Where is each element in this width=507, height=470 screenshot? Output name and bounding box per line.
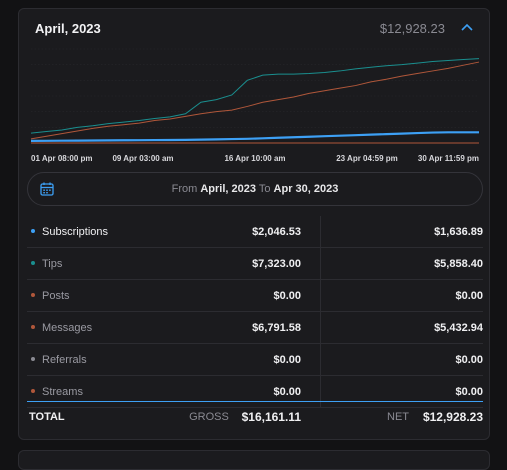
period-title: April, 2023	[35, 21, 101, 36]
row-gross: $6,791.58	[252, 322, 301, 334]
streams-dot-icon	[31, 389, 35, 393]
row-label: Subscriptions	[42, 226, 109, 238]
earnings-card: April, 2023 $12,928.23 01 Apr 08:00 pm 09…	[18, 8, 490, 440]
series-line-messages	[30, 61, 480, 140]
row-posts[interactable]: Posts $0.00 $0.00	[27, 280, 483, 312]
next-card-edge	[18, 450, 490, 470]
from-value: April, 2023	[200, 183, 256, 195]
row-gross: $0.00	[273, 386, 301, 398]
net-total: $12,928.23	[422, 410, 483, 424]
total-label: TOTAL	[29, 411, 65, 423]
net-total-header: $12,928.23	[379, 21, 445, 36]
row-net: $0.00	[455, 290, 483, 302]
row-gross: $7,323.00	[252, 258, 301, 270]
x-tick-label: 30 Apr 11:59 pm	[418, 154, 479, 163]
row-label: Posts	[42, 290, 70, 302]
divider	[320, 216, 321, 248]
to-label: To	[258, 183, 271, 195]
row-net: $5,858.40	[434, 258, 483, 270]
row-net: $1,636.89	[434, 226, 483, 238]
row-net: $0.00	[455, 354, 483, 366]
date-range-text: From April, 2023 To Apr 30, 2023	[28, 183, 482, 195]
series-line-subscriptions	[30, 131, 479, 143]
row-net: $5,432.94	[434, 322, 483, 334]
row-label: Referrals	[42, 354, 87, 366]
messages-dot-icon	[31, 325, 35, 329]
total-row: TOTAL GROSS $16,161.11 NET $12,928.23	[27, 409, 483, 427]
series-line-tips	[30, 58, 480, 134]
net-label: NET	[387, 411, 409, 423]
row-gross: $0.00	[273, 354, 301, 366]
row-streams[interactable]: Streams $0.00 $0.00	[27, 376, 483, 408]
row-label: Streams	[42, 386, 83, 398]
referrals-dot-icon	[31, 357, 35, 361]
posts-dot-icon	[31, 293, 35, 297]
chevron-up-icon[interactable]	[459, 20, 475, 36]
total-divider	[27, 401, 483, 402]
tips-dot-icon	[31, 261, 35, 265]
x-tick-label: 23 Apr 04:59 pm	[336, 154, 398, 163]
x-tick-label: 09 Apr 03:00 am	[112, 154, 173, 163]
divider	[320, 248, 321, 280]
row-gross: $2,046.53	[252, 226, 301, 238]
from-label: From	[171, 183, 198, 195]
row-tips[interactable]: Tips $7,323.00 $5,858.40	[27, 248, 483, 280]
earnings-line-chart: 01 Apr 08:00 pm 09 Apr 03:00 am 16 Apr 10:…	[30, 48, 480, 163]
divider	[320, 312, 321, 344]
row-referrals[interactable]: Referrals $0.00 $0.00	[27, 344, 483, 376]
calendar-icon	[40, 182, 54, 196]
row-label: Messages	[42, 322, 93, 334]
divider	[320, 376, 321, 408]
row-net: $0.00	[455, 386, 483, 398]
row-subscriptions[interactable]: Subscriptions $2,046.53 $1,636.89	[27, 216, 483, 248]
row-gross: $0.00	[273, 290, 301, 302]
subscriptions-dot-icon	[31, 229, 35, 233]
gross-total: $16,161.11	[241, 410, 301, 424]
divider	[320, 280, 321, 312]
gross-label: GROSS	[189, 411, 229, 423]
x-tick-label: 16 Apr 10:00 am	[224, 154, 285, 163]
row-label: Tips	[42, 258, 63, 270]
divider	[320, 344, 321, 376]
x-tick-label: 01 Apr 08:00 pm	[31, 154, 93, 163]
date-range-picker[interactable]: From April, 2023 To Apr 30, 2023	[27, 172, 483, 206]
row-messages[interactable]: Messages $6,791.58 $5,432.94	[27, 312, 483, 344]
earnings-breakdown-list: Subscriptions $2,046.53 $1,636.89 Tips $…	[27, 216, 483, 408]
card-header[interactable]: April, 2023 $12,928.23	[19, 9, 489, 47]
to-value: Apr 30, 2023	[273, 183, 339, 195]
